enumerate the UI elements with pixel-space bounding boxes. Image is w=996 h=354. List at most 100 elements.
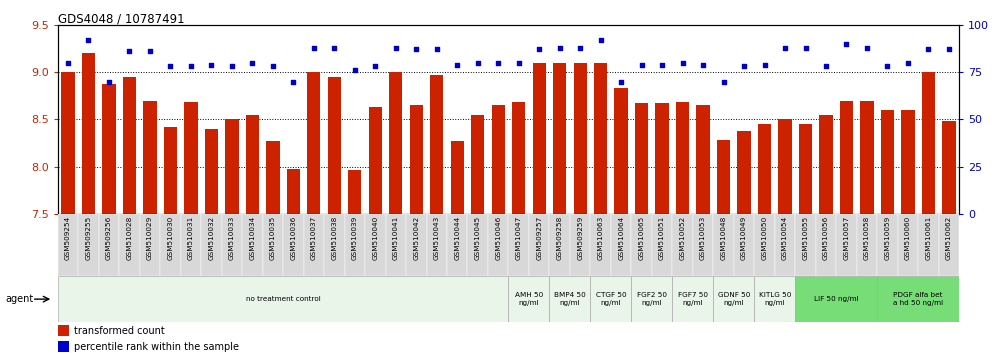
Point bbox=[839, 41, 855, 46]
Bar bbox=[58, 325, 70, 336]
Bar bbox=[799, 124, 812, 214]
Point bbox=[387, 45, 403, 50]
Bar bbox=[450, 141, 464, 214]
Text: GSM510059: GSM510059 bbox=[884, 216, 890, 260]
Bar bbox=[655, 103, 668, 214]
Bar bbox=[283, 214, 304, 276]
Bar bbox=[328, 77, 341, 214]
Bar bbox=[529, 214, 550, 276]
Point bbox=[122, 48, 137, 54]
Text: LIF 50 ng/ml: LIF 50 ng/ml bbox=[814, 296, 859, 302]
Bar bbox=[553, 63, 567, 214]
Bar bbox=[778, 119, 792, 214]
Bar bbox=[123, 77, 136, 214]
Bar bbox=[389, 72, 402, 214]
Text: GSM510065: GSM510065 bbox=[638, 216, 644, 260]
Point bbox=[81, 37, 97, 43]
Bar bbox=[266, 141, 280, 214]
Text: GSM510031: GSM510031 bbox=[188, 216, 194, 260]
Point bbox=[593, 37, 609, 43]
Text: GSM509259: GSM509259 bbox=[577, 216, 584, 260]
Point bbox=[633, 62, 649, 67]
Point bbox=[470, 60, 486, 65]
Point bbox=[695, 62, 711, 67]
Bar bbox=[406, 214, 426, 276]
Bar bbox=[139, 214, 160, 276]
Bar bbox=[103, 85, 116, 214]
Bar bbox=[631, 214, 651, 276]
Bar bbox=[758, 124, 771, 214]
Text: GSM509254: GSM509254 bbox=[65, 216, 71, 260]
Bar bbox=[62, 72, 75, 214]
Text: GSM510047: GSM510047 bbox=[516, 216, 522, 260]
Bar bbox=[918, 214, 938, 276]
Bar bbox=[693, 214, 713, 276]
Bar bbox=[942, 121, 955, 214]
Bar bbox=[225, 119, 239, 214]
Text: GSM510035: GSM510035 bbox=[270, 216, 276, 260]
Bar bbox=[222, 214, 242, 276]
Text: GSM510038: GSM510038 bbox=[332, 216, 338, 260]
Text: GSM510060: GSM510060 bbox=[905, 216, 911, 260]
Bar bbox=[921, 72, 935, 214]
Text: GSM509257: GSM509257 bbox=[536, 216, 542, 260]
Point bbox=[572, 45, 588, 50]
Bar bbox=[737, 131, 751, 214]
Bar bbox=[349, 170, 362, 214]
Bar bbox=[734, 214, 754, 276]
Bar bbox=[795, 276, 877, 322]
Text: AMH 50
ng/ml: AMH 50 ng/ml bbox=[515, 292, 543, 306]
Bar bbox=[754, 214, 775, 276]
Bar bbox=[591, 276, 631, 322]
Point bbox=[552, 45, 568, 50]
Point bbox=[347, 67, 363, 73]
Bar bbox=[58, 341, 70, 353]
Bar bbox=[430, 75, 443, 214]
Text: GSM509255: GSM509255 bbox=[86, 216, 92, 260]
Point bbox=[715, 79, 731, 84]
Text: GSM510042: GSM510042 bbox=[413, 216, 419, 260]
Bar bbox=[550, 276, 591, 322]
Bar bbox=[345, 214, 366, 276]
Text: FGF7 50
ng/ml: FGF7 50 ng/ml bbox=[678, 292, 708, 306]
Text: GSM510036: GSM510036 bbox=[291, 216, 297, 260]
Bar bbox=[143, 101, 156, 214]
Bar bbox=[574, 63, 587, 214]
Bar bbox=[861, 101, 873, 214]
Text: GSM510048: GSM510048 bbox=[720, 216, 726, 260]
Bar bbox=[611, 214, 631, 276]
Bar bbox=[385, 214, 406, 276]
Point bbox=[674, 60, 690, 65]
Point bbox=[614, 79, 629, 84]
Text: GSM510064: GSM510064 bbox=[619, 216, 624, 260]
Bar bbox=[160, 214, 180, 276]
Text: GSM510055: GSM510055 bbox=[803, 216, 809, 260]
Bar bbox=[615, 88, 627, 214]
Text: GSM510028: GSM510028 bbox=[126, 216, 132, 260]
Bar bbox=[713, 214, 734, 276]
Point bbox=[736, 64, 752, 69]
Text: GSM510046: GSM510046 bbox=[495, 216, 501, 260]
Text: GSM510041: GSM510041 bbox=[392, 216, 398, 260]
Text: GSM509258: GSM509258 bbox=[557, 216, 563, 260]
Bar bbox=[447, 214, 467, 276]
Text: GSM510052: GSM510052 bbox=[679, 216, 685, 260]
Bar bbox=[426, 214, 447, 276]
Point bbox=[101, 79, 117, 84]
Bar bbox=[696, 105, 710, 214]
Bar bbox=[184, 102, 197, 214]
Point bbox=[368, 64, 383, 69]
Bar bbox=[775, 214, 795, 276]
Bar bbox=[631, 276, 672, 322]
Point bbox=[900, 60, 916, 65]
Point bbox=[183, 64, 199, 69]
Bar bbox=[492, 105, 505, 214]
Point bbox=[203, 62, 219, 67]
Bar bbox=[287, 169, 300, 214]
Text: GSM510029: GSM510029 bbox=[147, 216, 153, 260]
Text: GSM510057: GSM510057 bbox=[844, 216, 850, 260]
Point bbox=[408, 47, 424, 52]
Text: GSM510033: GSM510033 bbox=[229, 216, 235, 260]
Bar bbox=[676, 102, 689, 214]
Text: GSM510050: GSM510050 bbox=[762, 216, 768, 260]
